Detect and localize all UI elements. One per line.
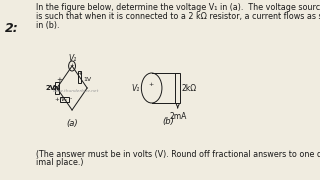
Text: Vₓ: Vₓ: [61, 96, 68, 102]
Text: 2mA: 2mA: [170, 112, 187, 121]
Text: (The answer must be in volts (V). Round off fractional answers to one dec-: (The answer must be in volts (V). Round …: [36, 150, 320, 159]
Text: 2:: 2:: [5, 22, 19, 35]
Text: in (b).: in (b).: [36, 21, 59, 30]
Text: -: -: [70, 96, 72, 102]
Bar: [55, 82, 59, 94]
Circle shape: [141, 73, 162, 103]
Text: 2V: 2V: [53, 86, 61, 91]
Text: (a): (a): [66, 119, 78, 128]
Text: +: +: [56, 77, 62, 83]
Bar: [175, 73, 180, 103]
Text: is such that when it is connected to a 2 kΩ resistor, a current flows as shown: is such that when it is connected to a 2…: [36, 12, 320, 21]
Text: (b): (b): [162, 117, 174, 126]
Text: imal place.): imal place.): [36, 158, 83, 167]
Text: In the figure below, determine the voltage V₁ in (a).  The voltage source V₁: In the figure below, determine the volta…: [36, 3, 320, 12]
Bar: [60, 96, 68, 102]
Text: 2V: 2V: [45, 85, 56, 91]
Text: V₁: V₁: [132, 84, 140, 93]
Bar: [78, 71, 81, 83]
Text: +: +: [69, 62, 74, 68]
Text: +: +: [77, 71, 82, 75]
Text: V₁: V₁: [68, 53, 76, 62]
Text: +: +: [148, 82, 154, 87]
Text: +: +: [54, 96, 59, 102]
Text: 2kΩ: 2kΩ: [182, 84, 197, 93]
Text: 1V: 1V: [84, 76, 92, 82]
Text: www.thunderbizz.net: www.thunderbizz.net: [52, 89, 99, 93]
Circle shape: [68, 61, 76, 71]
